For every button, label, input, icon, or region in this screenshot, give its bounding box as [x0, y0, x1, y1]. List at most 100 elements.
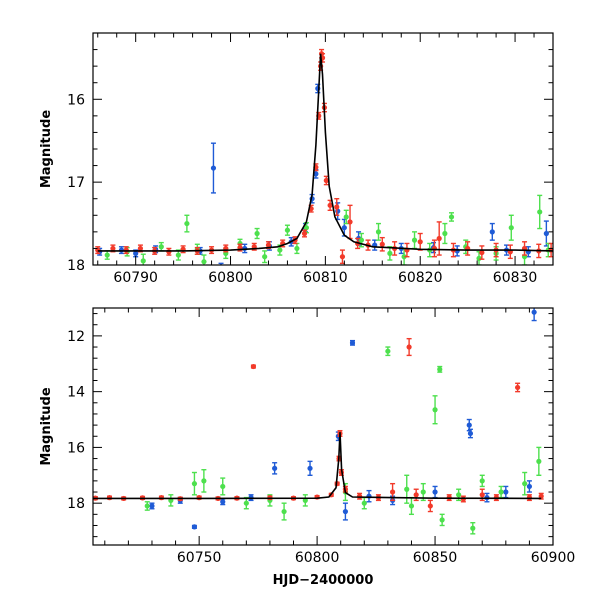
green-data-point	[411, 237, 418, 243]
green-data-point	[281, 508, 287, 515]
red-data-point	[123, 247, 129, 253]
x-tick-label: 60810	[303, 270, 348, 286]
red-data-point	[417, 239, 423, 245]
x-tick-label: 60830	[493, 270, 538, 286]
green-data-point	[479, 478, 485, 484]
blue-data-point	[191, 524, 198, 530]
plot-frame	[92, 307, 554, 546]
blue-data-point	[467, 430, 474, 437]
green-data-point	[439, 517, 445, 523]
green-data-point	[498, 489, 504, 495]
green-data-point	[432, 407, 438, 413]
blue-data-point	[149, 503, 155, 509]
red-data-point	[356, 493, 363, 499]
green-data-point	[302, 497, 308, 503]
red-data-point	[479, 249, 485, 256]
y-tick-label: 18	[67, 496, 85, 512]
blue-data-point	[210, 165, 217, 171]
top-panel: 60790 60800 60810 60820 60830 16 17 18	[67, 32, 554, 286]
green-data-point	[158, 244, 164, 250]
bottom-x-axis-label: HJD−2400000	[273, 573, 374, 588]
green-data-point	[361, 500, 367, 506]
green-data-point	[420, 489, 426, 495]
y-tick-label: 17	[67, 175, 85, 191]
x-tick-label: 60750	[177, 550, 222, 566]
blue-data-point	[529, 301, 534, 306]
green-data-point	[243, 500, 249, 506]
bottom-panel: 60750 60800 60850 60900 12 14 16 18	[67, 301, 576, 566]
green-data-point	[442, 230, 448, 237]
green-data-point	[470, 525, 476, 531]
red-data-point	[389, 489, 396, 495]
green-data-point	[476, 255, 482, 261]
green-data-point	[284, 227, 291, 233]
green-data-point	[254, 230, 260, 237]
x-tick-label: 60790	[113, 270, 158, 286]
red-data-point	[413, 492, 419, 498]
blue-data-point	[307, 465, 313, 471]
red-data-point	[137, 245, 144, 252]
blue-data-point	[118, 247, 125, 253]
y-tick-label: 16	[67, 440, 85, 456]
blue-data-point	[272, 465, 278, 471]
data-layer	[95, 48, 553, 265]
green-data-point	[408, 503, 415, 509]
red-data-point	[427, 503, 433, 509]
red-data-point	[339, 254, 346, 260]
red-data-point	[327, 202, 333, 208]
green-data-point	[201, 259, 207, 265]
green-data-point	[456, 492, 462, 498]
green-data-point	[294, 245, 300, 252]
green-data-point	[401, 254, 407, 260]
x-tick-label: 60850	[413, 550, 458, 566]
green-data-point	[104, 252, 110, 258]
green-data-point	[522, 481, 528, 487]
green-data-point	[448, 214, 455, 220]
green-data-point	[404, 486, 410, 492]
blue-data-point	[531, 309, 537, 315]
green-data-point	[191, 481, 198, 487]
blue-data-point	[349, 340, 356, 346]
green-data-point	[262, 254, 268, 260]
red-data-point	[110, 245, 116, 252]
blue-data-point	[503, 489, 509, 495]
green-data-point	[536, 458, 542, 464]
red-data-point	[301, 230, 308, 237]
red-data-point	[379, 241, 385, 247]
plot-frame	[92, 32, 554, 266]
y-tick-label: 14	[67, 385, 85, 401]
top-y-axis-label: Magnitude	[39, 110, 54, 189]
red-data-point	[436, 235, 442, 242]
green-data-point	[277, 247, 283, 253]
blue-data-point	[133, 250, 139, 256]
blue-data-point	[432, 489, 438, 495]
bottom-y-axis-label: Magnitude	[39, 387, 54, 466]
blue-data-point	[342, 508, 349, 515]
red-data-point	[479, 492, 485, 498]
green-data-point	[184, 220, 190, 227]
green-data-point	[387, 250, 393, 256]
model-curve	[93, 432, 542, 500]
blue-data-point	[543, 230, 549, 237]
green-data-point	[201, 478, 207, 484]
green-data-point	[175, 252, 181, 258]
green-data-point	[508, 225, 514, 231]
blue-data-point	[466, 422, 472, 428]
x-tick-label: 60800	[295, 550, 340, 566]
red-data-point	[265, 242, 272, 248]
red-data-point	[323, 177, 329, 184]
green-data-point	[537, 209, 543, 215]
blue-data-point	[526, 483, 533, 490]
blue-data-point	[341, 225, 347, 231]
x-tick-label: 60820	[398, 270, 443, 286]
red-data-point	[406, 344, 412, 350]
blue-data-point	[220, 499, 226, 505]
x-tick-label: 60900	[531, 550, 576, 566]
green-data-point	[375, 229, 382, 235]
green-data-point	[343, 214, 349, 220]
model-curve	[97, 53, 553, 252]
red-data-point	[250, 363, 257, 370]
green-data-point	[144, 503, 150, 509]
y-tick-label: 16	[67, 92, 85, 108]
